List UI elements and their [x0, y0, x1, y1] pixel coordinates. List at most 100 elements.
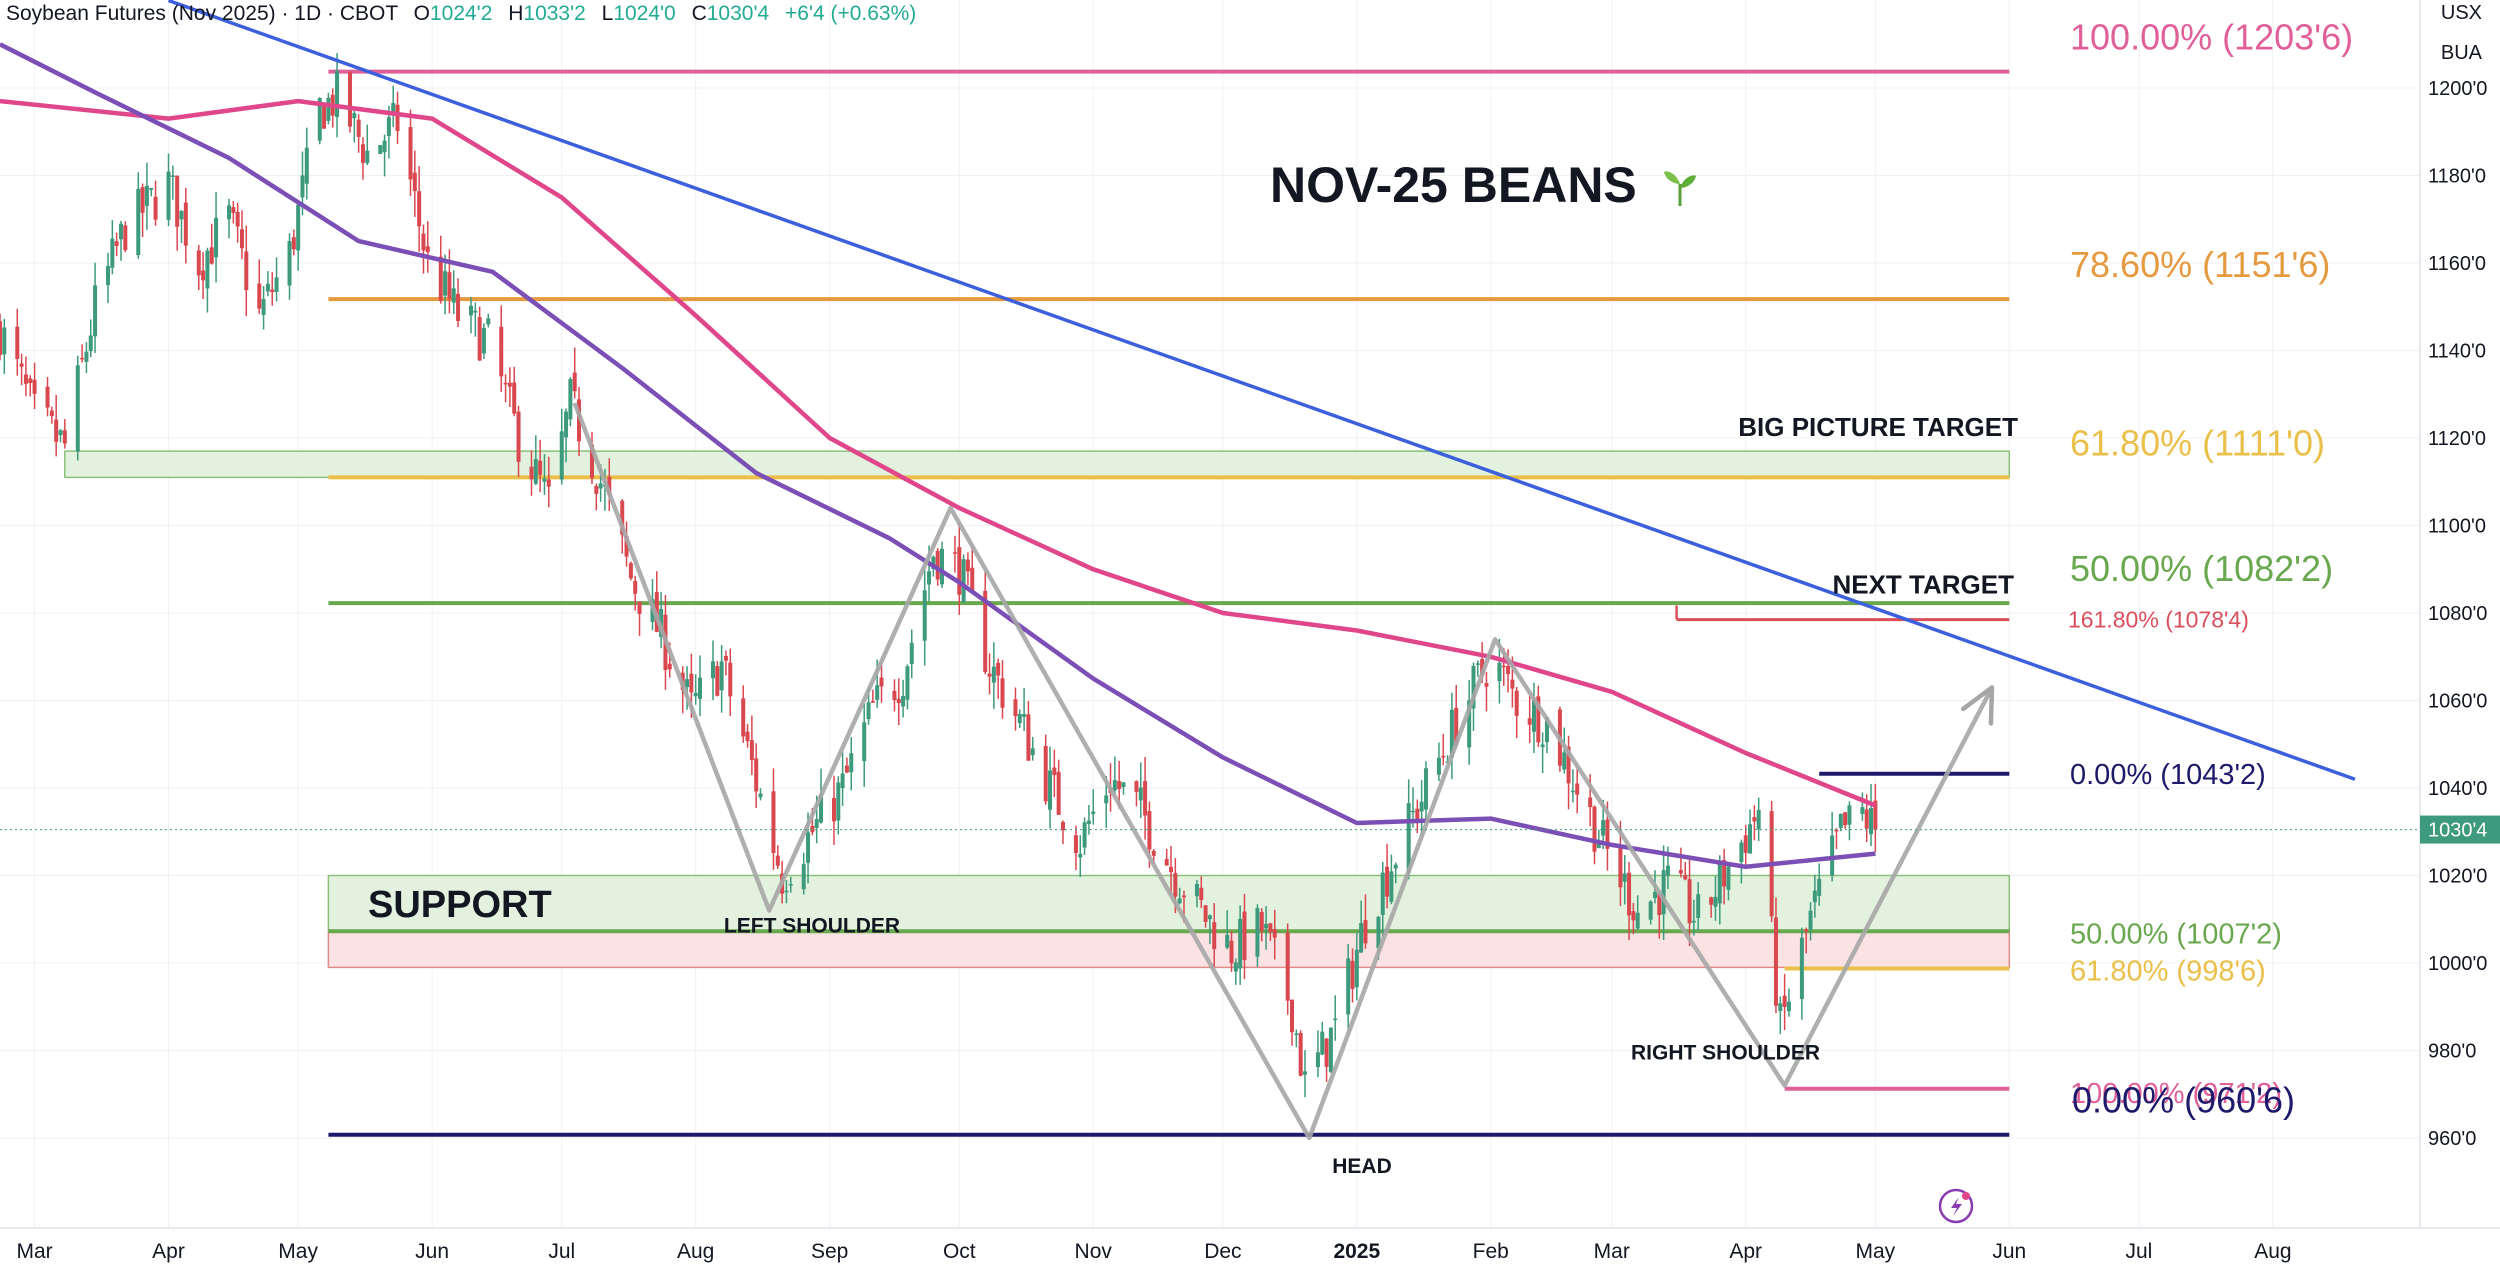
candle-body [1393, 864, 1398, 869]
candle-body [568, 379, 573, 420]
candle-body [1013, 699, 1018, 717]
candle-body [1073, 835, 1078, 853]
candle-body [1562, 752, 1567, 770]
candle-body [1544, 717, 1549, 743]
candle-body [909, 642, 914, 664]
candle-body [689, 673, 694, 693]
fib-level-label: 100.00% (971'2) [2070, 1078, 2282, 1110]
candle-body [1181, 895, 1186, 898]
candle-body [1052, 767, 1057, 776]
candle-body [1022, 714, 1027, 717]
candle-body [538, 460, 543, 475]
candle-body [1203, 905, 1208, 922]
symbol-header: Soybean Futures (Nov 2025) · 1D · CBOT O… [6, 2, 916, 26]
time-axis-tick: Nov [1075, 1240, 1113, 1263]
change-value: +6'4 (+0.63%) [785, 2, 917, 25]
candle-body [1255, 908, 1260, 957]
candle-body [693, 692, 698, 697]
candle-body [317, 98, 322, 141]
zone-support [327, 874, 2011, 933]
close-value: 1030'4 [706, 2, 770, 25]
price-axis-tick: 1100'0 [2428, 516, 2486, 538]
fib-level-label: 78.60% (1151'6) [2070, 244, 2330, 285]
candle-body [421, 233, 426, 251]
candle-body [710, 661, 715, 679]
symbol-title[interactable]: Soybean Futures (Nov 2025) · 1D · CBOT [6, 2, 398, 25]
candle-body [1320, 1031, 1325, 1055]
seedling-leaf-left [1664, 171, 1680, 184]
price-axis-tick: 1080'0 [2428, 603, 2487, 625]
high-label: H [508, 2, 524, 25]
candle-body [1030, 748, 1035, 756]
fib-level-label: 0.00% (960'6) [2072, 1080, 2295, 1121]
candle-body [698, 677, 703, 699]
candle-body [153, 196, 158, 220]
candle-body [1086, 820, 1091, 824]
labels-layer: 100.00% (1203'6) 78.60% (1151'6) 61.80% (1… [368, 17, 2353, 1178]
candle-body [1531, 700, 1536, 732]
candle-body [451, 288, 456, 303]
candle-body [719, 661, 724, 691]
candle-body [831, 798, 836, 822]
candle-body [58, 430, 63, 436]
time-axis-tick: May [278, 1240, 318, 1263]
candle-body [1467, 700, 1472, 748]
candle-body [991, 666, 996, 683]
candle-body [300, 175, 305, 198]
candle-body [715, 666, 720, 696]
price-axis-tick: 1180'0 [2428, 166, 2486, 188]
low-value: 1024'0 [613, 2, 676, 25]
currency-label[interactable]: USX [2440, 2, 2482, 24]
price-axis-tick: 980'0 [2428, 1041, 2476, 1063]
candle-body [1376, 916, 1381, 949]
candle-body [352, 113, 357, 119]
candle-body [806, 832, 811, 863]
candle-body [1164, 859, 1169, 866]
candle-body [417, 191, 422, 227]
candle-body [685, 679, 690, 688]
annotation-support: SUPPORT [368, 884, 552, 926]
price-axis-tick: 1020'0 [2428, 866, 2487, 888]
candle-body [348, 72, 353, 127]
candle-body [425, 246, 430, 253]
candle-body [1017, 713, 1022, 724]
candle-body [1536, 696, 1541, 743]
head-shoulders-pattern-line [572, 402, 1994, 1141]
candle-body [291, 237, 296, 250]
candle-body [382, 140, 387, 153]
lightning-icon-dot [1962, 1192, 1970, 1200]
candle-body [1605, 819, 1610, 849]
fib-level-label: 61.80% (998'6) [2070, 955, 2266, 987]
candle-body [1661, 870, 1666, 915]
candle-body [1026, 714, 1031, 761]
candle-body [1225, 934, 1230, 948]
time-axis-tick: Jun [1992, 1240, 2026, 1263]
candle-body [1199, 887, 1204, 900]
candle-body [1773, 917, 1778, 1006]
last-price-label: 1030'4 [2428, 820, 2487, 842]
candle-body [1078, 853, 1083, 858]
fib-level-label: 161.80% (1078'4) [2068, 607, 2249, 633]
time-axis-tick: Mar [16, 1240, 52, 1263]
candle-body [1104, 795, 1109, 804]
candle-body [62, 430, 67, 444]
candle-body [19, 363, 24, 367]
annotation-big-picture-target: BIG PICTURE TARGET [1738, 412, 2018, 442]
candle-body [49, 410, 54, 416]
price-axis-tick: 1140'0 [2428, 341, 2486, 363]
candle-body [322, 104, 327, 129]
candle-body [996, 662, 1001, 676]
unit-label[interactable]: BUA [2440, 42, 2482, 64]
candle-body [1436, 757, 1441, 775]
candle-body [1596, 842, 1601, 848]
candle-body [1782, 995, 1787, 1007]
candle-body [477, 317, 482, 361]
candle-body [1315, 1052, 1320, 1068]
candle-body [1480, 659, 1485, 676]
candle-body [624, 535, 629, 557]
time-axis-tick: May [1856, 1240, 1896, 1263]
candle-body [952, 552, 957, 554]
candle-body [365, 150, 370, 164]
candle-body [542, 478, 547, 482]
